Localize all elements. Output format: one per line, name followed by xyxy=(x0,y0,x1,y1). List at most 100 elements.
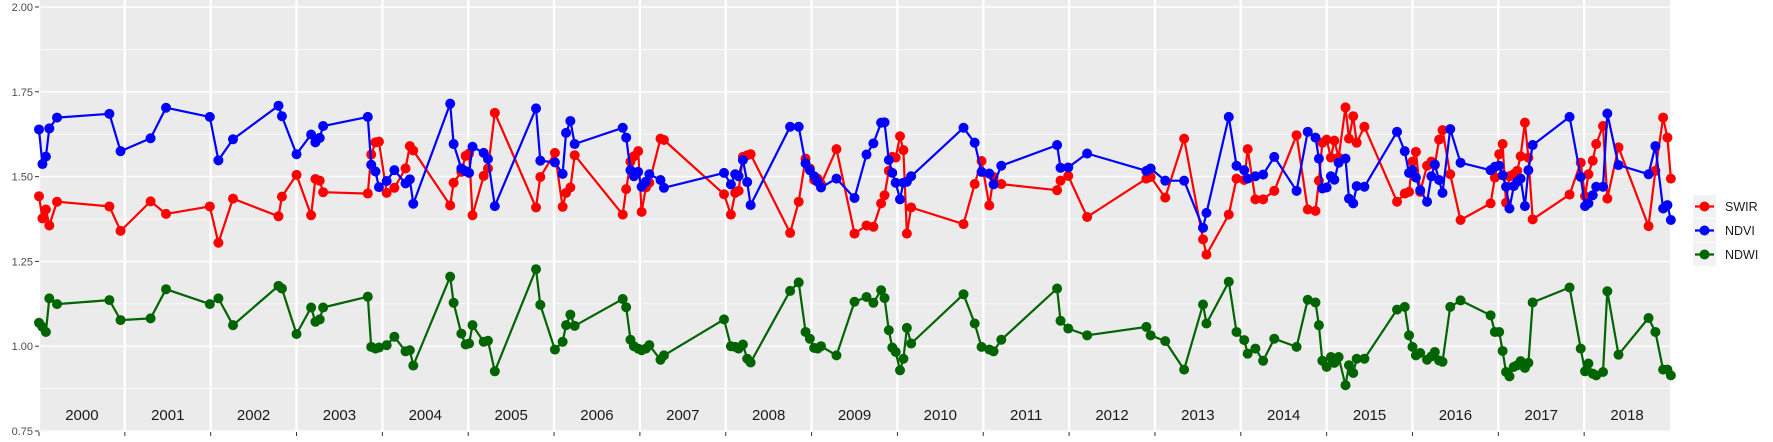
legend-dot-icon xyxy=(1699,249,1710,260)
data-point-swir xyxy=(849,228,860,239)
y-tick-label: 1.50 xyxy=(12,172,33,184)
data-point-swir xyxy=(314,175,325,186)
legend-dot-icon xyxy=(1699,201,1710,212)
data-point-ndvi xyxy=(996,160,1007,171)
data-point-ndvi xyxy=(1564,111,1575,122)
legend: SWIR NDVI NDWI xyxy=(1693,195,1758,266)
data-point-ndwi xyxy=(894,365,905,376)
data-point-swir xyxy=(1515,151,1526,162)
data-point-ndwi xyxy=(276,283,287,294)
data-point-ndwi xyxy=(1643,313,1654,324)
data-point-ndvi xyxy=(1310,132,1321,143)
data-point-swir xyxy=(733,185,744,196)
data-point-ndwi xyxy=(1082,330,1093,341)
data-point-ndvi xyxy=(831,173,842,184)
series-ndwi xyxy=(34,264,1676,391)
data-point-ndvi xyxy=(640,176,651,187)
data-point-ndvi xyxy=(887,167,898,178)
data-point-swir xyxy=(1063,170,1074,181)
data-point-ndwi xyxy=(482,335,493,346)
data-point-swir xyxy=(958,219,969,230)
data-point-swir xyxy=(633,146,644,157)
data-point-swir xyxy=(1269,185,1280,196)
data-point-ndvi xyxy=(1415,185,1426,196)
data-point-ndwi xyxy=(389,331,400,342)
data-point-ndvi xyxy=(1422,196,1433,207)
y-tick-label: 0.75 xyxy=(12,426,33,438)
data-point-ndvi xyxy=(389,165,400,176)
data-point-ndwi xyxy=(1269,333,1280,344)
data-point-swir xyxy=(1302,204,1313,215)
data-point-swir xyxy=(868,221,879,232)
data-point-ndwi xyxy=(1179,364,1190,375)
data-point-swir xyxy=(1258,194,1269,205)
data-point-swir xyxy=(104,201,115,212)
data-point-ndwi xyxy=(1239,335,1250,346)
data-point-ndvi xyxy=(719,167,730,178)
data-point-swir xyxy=(1662,132,1673,143)
data-point-swir xyxy=(1658,112,1669,123)
data-point-ndvi xyxy=(890,177,901,188)
data-point-swir xyxy=(273,211,284,222)
data-point-ndwi xyxy=(1340,380,1351,391)
data-point-ndwi xyxy=(1415,347,1426,358)
data-point-swir xyxy=(478,170,489,181)
data-point-ndvi xyxy=(1399,146,1410,157)
data-point-ndvi xyxy=(861,149,872,160)
data-point-ndvi xyxy=(161,102,172,113)
data-point-ndwi xyxy=(448,297,459,308)
data-point-ndvi xyxy=(1407,165,1418,176)
data-point-ndwi xyxy=(879,293,890,304)
data-point-ndvi xyxy=(1445,124,1456,135)
data-point-ndvi xyxy=(145,133,156,144)
legend-label: SWIR xyxy=(1725,200,1758,214)
data-point-ndvi xyxy=(1613,160,1624,171)
data-point-ndvi xyxy=(204,111,215,122)
data-point-ndwi xyxy=(1055,315,1066,326)
data-point-swir xyxy=(467,210,478,221)
data-point-ndvi xyxy=(448,139,459,150)
data-point-ndwi xyxy=(1198,299,1209,310)
legend-item-ndvi: NDVI xyxy=(1693,219,1755,242)
data-point-ndwi xyxy=(1613,349,1624,360)
data-point-swir xyxy=(1527,214,1538,225)
data-point-ndvi xyxy=(725,179,736,190)
data-point-swir xyxy=(40,204,51,215)
data-point-ndwi xyxy=(1598,366,1609,377)
data-point-swir xyxy=(636,206,647,217)
data-point-ndvi xyxy=(482,153,493,164)
data-point-ndwi xyxy=(1348,367,1359,378)
data-point-ndwi xyxy=(969,318,980,329)
data-point-ndvi xyxy=(1583,198,1594,209)
data-point-ndwi xyxy=(373,342,384,353)
data-point-swir xyxy=(1329,135,1340,146)
data-point-ndwi xyxy=(898,353,909,364)
data-point-ndwi xyxy=(456,328,467,339)
data-point-swir xyxy=(1497,139,1508,150)
data-point-ndvi xyxy=(1455,157,1466,168)
data-point-ndwi xyxy=(318,302,329,313)
data-point-ndwi xyxy=(561,320,572,331)
data-point-swir xyxy=(1512,165,1523,176)
data-point-swir xyxy=(745,149,756,160)
data-point-ndwi xyxy=(557,336,568,347)
data-point-ndvi xyxy=(1231,160,1242,171)
data-point-swir xyxy=(658,134,669,145)
data-point-ndvi xyxy=(531,103,542,114)
data-point-ndvi xyxy=(381,176,392,187)
data-point-ndvi xyxy=(1250,171,1261,182)
data-point-ndwi xyxy=(1223,276,1234,287)
data-point-swir xyxy=(408,145,419,156)
data-point-ndwi xyxy=(1602,286,1613,297)
data-point-ndwi xyxy=(1523,357,1534,368)
data-point-swir xyxy=(1494,149,1505,160)
data-point-swir xyxy=(1665,173,1676,184)
data-point-ndwi xyxy=(883,325,894,336)
data-point-ndwi xyxy=(1445,301,1456,312)
data-point-swir xyxy=(1404,186,1415,197)
data-point-swir xyxy=(1351,137,1362,148)
data-point-ndwi xyxy=(531,264,542,275)
data-point-swir xyxy=(37,213,48,224)
data-point-ndwi xyxy=(890,346,901,357)
data-point-swir xyxy=(906,202,917,213)
